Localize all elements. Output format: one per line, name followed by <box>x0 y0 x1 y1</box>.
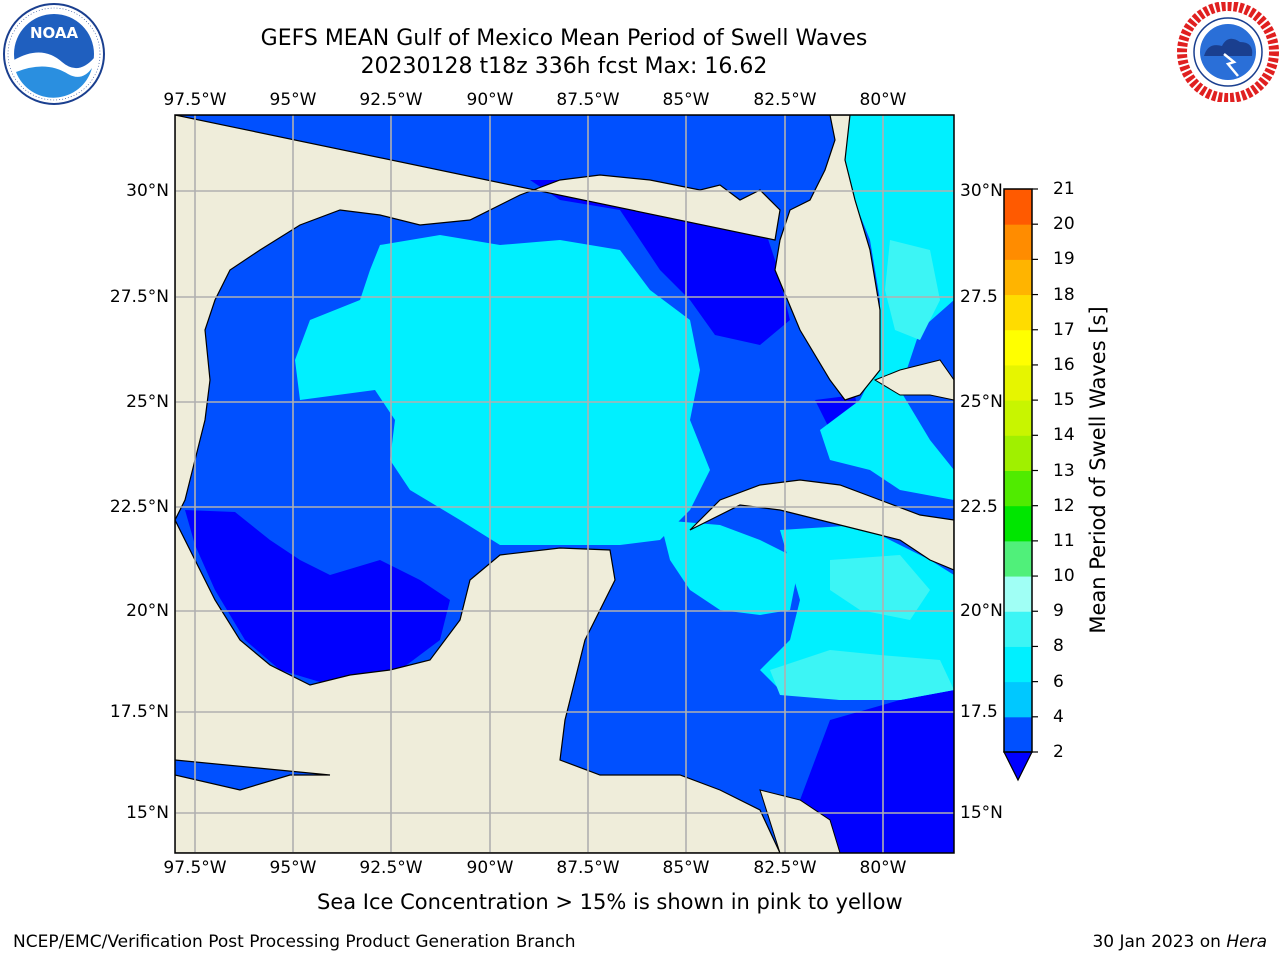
colorbar-tick-label: 16 <box>1053 354 1075 375</box>
colorbar-band <box>1004 224 1032 260</box>
noaa-logo: NOAA <box>3 3 105 105</box>
colorbar-tick-label: 9 <box>1053 601 1064 622</box>
lon-label-top: 95°W <box>269 90 317 110</box>
lat-label-right: 27.5 <box>960 287 998 307</box>
lon-label-top: 82.5°W <box>753 90 817 110</box>
lat-label-left: 22.5°N <box>109 497 169 517</box>
footer-date-text: 30 Jan 2023 on <box>1092 932 1227 952</box>
lon-label-bottom: 90°W <box>466 858 514 878</box>
colorbar-tick-label: 21 <box>1053 179 1075 199</box>
swell-4-6-channel <box>660 520 800 615</box>
lat-label-left: 27.5°N <box>109 287 169 307</box>
lon-label-top: 90°W <box>466 90 514 110</box>
lon-label-bottom: 82.5°W <box>753 858 817 878</box>
colorbar-band <box>1004 681 1032 718</box>
footer-credit: NCEP/EMC/Verification Post Processing Pr… <box>13 932 576 952</box>
colorbar-band <box>1004 470 1032 507</box>
colorbar-band <box>1004 611 1032 647</box>
colorbar-tick-label: 6 <box>1053 671 1064 692</box>
lon-label-bottom: 87.5°W <box>556 858 620 878</box>
lon-label-bottom: 92.5°W <box>359 858 423 878</box>
colorbar-label: Mean Period of Swell Waves [s] <box>1086 306 1110 634</box>
map-frame <box>174 114 955 854</box>
lat-label-left: 25°N <box>126 392 169 412</box>
colorbar-band <box>1004 540 1032 577</box>
colorbar-band <box>1004 259 1032 296</box>
lat-label-left: 15°N <box>126 803 169 823</box>
land-us-mexico <box>175 115 881 521</box>
footer-date: 30 Jan 2023 on Hera <box>1092 932 1267 952</box>
colorbar-tick-label: 20 <box>1053 214 1075 235</box>
swell-6-8-atlantic <box>885 240 940 340</box>
lon-label-top: 80°W <box>859 90 907 110</box>
swell-6-8-caribbean <box>770 650 954 700</box>
land-central-america-east <box>759 789 841 853</box>
nws-logo <box>1177 2 1279 102</box>
colorbar-tick-label: 13 <box>1053 460 1075 481</box>
lon-label-top: 85°W <box>662 90 710 110</box>
land-mexico-south <box>175 519 781 853</box>
colorbar-tick-label: 2 <box>1053 742 1064 762</box>
lat-label-right: 22.5 <box>960 497 998 517</box>
colorbar-tick-label: 12 <box>1053 495 1075 516</box>
colorbar-tick-label: 17 <box>1053 319 1075 340</box>
lat-label-right: 25°N <box>960 392 1003 412</box>
lon-label-bottom: 95°W <box>269 858 317 878</box>
colorbar-band <box>1004 576 1032 612</box>
lon-label-top: 87.5°W <box>556 90 620 110</box>
colorbar-tick-label: 11 <box>1053 530 1075 551</box>
colorbar-tick-label: 18 <box>1053 284 1075 305</box>
lat-label-right: 17.5 <box>960 702 998 722</box>
colorbar <box>1004 188 1038 753</box>
lat-label-left: 17.5°N <box>109 702 169 722</box>
colorbar-band <box>1004 294 1032 331</box>
colorbar-tick-label: 15 <box>1053 390 1075 411</box>
colorbar-band <box>1004 716 1032 753</box>
colorbar-tick-label: 4 <box>1053 706 1064 727</box>
footer-host: Hera <box>1226 932 1267 952</box>
swell-below-2-west <box>185 510 450 685</box>
colorbar-band <box>1004 646 1032 683</box>
lat-label-right: 30°N <box>960 181 1003 201</box>
colorbar-band <box>1004 435 1032 471</box>
swell-4-6-central <box>295 235 710 545</box>
lat-label-left: 30°N <box>126 181 169 201</box>
caption-text: Sea Ice Concentration > 15% is shown in … <box>317 890 903 914</box>
colorbar-band <box>1004 329 1032 366</box>
noaa-logo-text: NOAA <box>30 24 79 42</box>
lon-label-top: 97.5°W <box>163 90 227 110</box>
land-cuba <box>689 479 954 571</box>
lon-label-bottom: 85°W <box>662 858 710 878</box>
colorbar-tick-label: 14 <box>1053 425 1075 446</box>
lat-label-right: 15°N <box>960 803 1003 823</box>
lat-label-left: 20°N <box>126 601 169 621</box>
map-content <box>175 115 954 853</box>
colorbar-frame <box>1003 188 1033 753</box>
colorbar-band <box>1004 400 1032 436</box>
map-subtitle: 20230128 t18z 336h fcst Max: 16.62 <box>360 54 768 79</box>
colorbar-band <box>1004 505 1032 542</box>
land-florida-keys <box>873 359 954 401</box>
graticule <box>175 115 954 853</box>
swell-6-8-gulf <box>830 555 930 620</box>
map-title: GEFS MEAN Gulf of Mexico Mean Period of … <box>260 26 868 51</box>
colorbar-band <box>1004 364 1032 401</box>
swell-4-6-east <box>820 115 954 500</box>
lon-label-bottom: 97.5°W <box>163 858 227 878</box>
colorbar-tick-label: 19 <box>1053 249 1075 270</box>
colorbar-extend-arrow <box>1003 751 1033 782</box>
lon-label-top: 92.5°W <box>359 90 423 110</box>
lat-label-right: 20°N <box>960 601 1003 621</box>
lon-label-bottom: 80°W <box>859 858 907 878</box>
colorbar-tick-label: 10 <box>1053 566 1075 587</box>
colorbar-tick-label: 8 <box>1053 636 1064 657</box>
colorbar-band <box>1004 189 1032 225</box>
